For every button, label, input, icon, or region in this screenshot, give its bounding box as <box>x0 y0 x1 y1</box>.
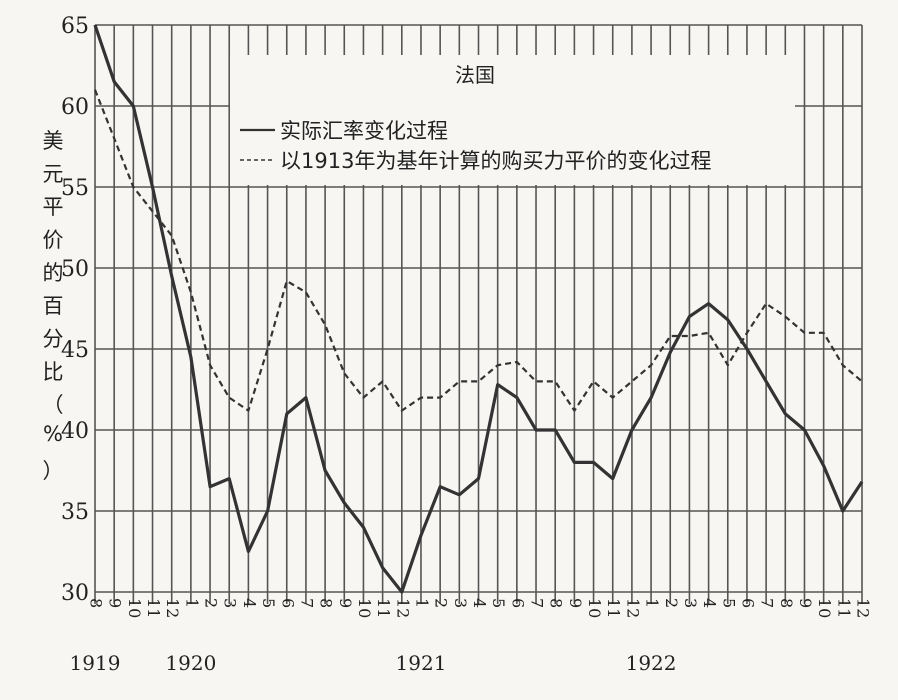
x-month-label: 11 <box>374 598 393 618</box>
x-month-label: 7 <box>297 598 316 608</box>
x-month-label: 2 <box>202 598 221 608</box>
x-year-label: 1920 <box>165 651 216 675</box>
x-month-label: 1 <box>182 598 201 608</box>
y-tick-label: 30 <box>61 581 89 606</box>
x-month-label: 11 <box>604 598 623 618</box>
y-axis-label-char: % <box>43 422 63 446</box>
y-axis-label-char: 的 <box>42 261 64 285</box>
x-year-label: 1922 <box>626 651 677 675</box>
y-axis-label-char: 分 <box>42 327 64 351</box>
y-axis-label-char: （ <box>42 393 64 417</box>
x-month-label: 4 <box>240 598 259 608</box>
x-month-label: 5 <box>259 598 278 608</box>
series-line-actual <box>93 24 864 594</box>
x-month-label: 7 <box>758 598 777 608</box>
x-month-label: 10 <box>125 598 144 618</box>
x-month-label: 8 <box>87 598 106 608</box>
x-month-label: 3 <box>221 598 240 608</box>
series-layer <box>93 24 864 594</box>
y-tick-label: 40 <box>61 419 89 444</box>
y-tick-label: 55 <box>61 176 89 201</box>
y-axis-label-char: 元 <box>42 162 64 186</box>
x-year-label: 1919 <box>70 651 121 675</box>
x-month-label: 9 <box>566 598 585 608</box>
y-tick-label: 60 <box>61 95 89 120</box>
x-month-label: 12 <box>163 598 182 618</box>
x-month-label: 1 <box>412 598 431 608</box>
x-month-label: 11 <box>144 598 163 618</box>
x-month-label: 5 <box>489 598 508 608</box>
y-tick-label: 45 <box>61 338 89 363</box>
y-axis-label-char: 价 <box>42 228 64 252</box>
y-tick-label: 50 <box>61 257 89 282</box>
legend-box <box>230 55 795 185</box>
legend-label: 以1913年为基年计算的购买力平价的变化过程 <box>280 149 711 173</box>
x-month-label: 2 <box>662 598 681 608</box>
x-month-label: 8 <box>547 598 566 608</box>
x-month-label: 5 <box>719 598 738 608</box>
x-month-label: 10 <box>815 598 834 618</box>
x-month-label: 4 <box>700 598 719 608</box>
x-month-label: 3 <box>681 598 700 608</box>
x-month-label: 12 <box>623 598 642 618</box>
y-tick-label: 65 <box>61 14 89 39</box>
x-month-label: 4 <box>470 598 489 608</box>
y-tick-label: 35 <box>61 500 89 525</box>
x-month-label: 8 <box>777 598 796 608</box>
y-axis-label-char: 百 <box>42 294 64 318</box>
x-month-label: 10 <box>585 598 604 618</box>
x-month-label: 9 <box>336 598 355 608</box>
y-axis-label-char: 平 <box>42 195 64 219</box>
chart-title: 法国 <box>455 63 495 87</box>
x-month-label: 9 <box>796 598 815 608</box>
x-month-label: 12 <box>393 598 412 618</box>
x-month-label: 9 <box>106 598 125 608</box>
x-month-label: 6 <box>508 598 527 608</box>
x-month-label: 12 <box>854 598 873 618</box>
y-axis-label-char: 美 <box>42 129 64 153</box>
x-month-label: 10 <box>355 598 374 618</box>
legend-label: 实际汇率变化过程 <box>280 119 448 143</box>
x-month-label: 11 <box>834 598 853 618</box>
x-month-label: 3 <box>451 598 470 608</box>
y-axis-label-char: 比 <box>42 360 64 384</box>
x-month-label: 6 <box>278 598 297 608</box>
x-month-label: 6 <box>738 598 757 608</box>
x-year-label: 1921 <box>396 651 447 675</box>
x-month-label: 7 <box>528 598 547 608</box>
x-month-label: 8 <box>317 598 336 608</box>
y-axis-label-char: ） <box>42 459 64 483</box>
x-month-label: 2 <box>432 598 451 608</box>
x-month-label: 1 <box>643 598 662 608</box>
